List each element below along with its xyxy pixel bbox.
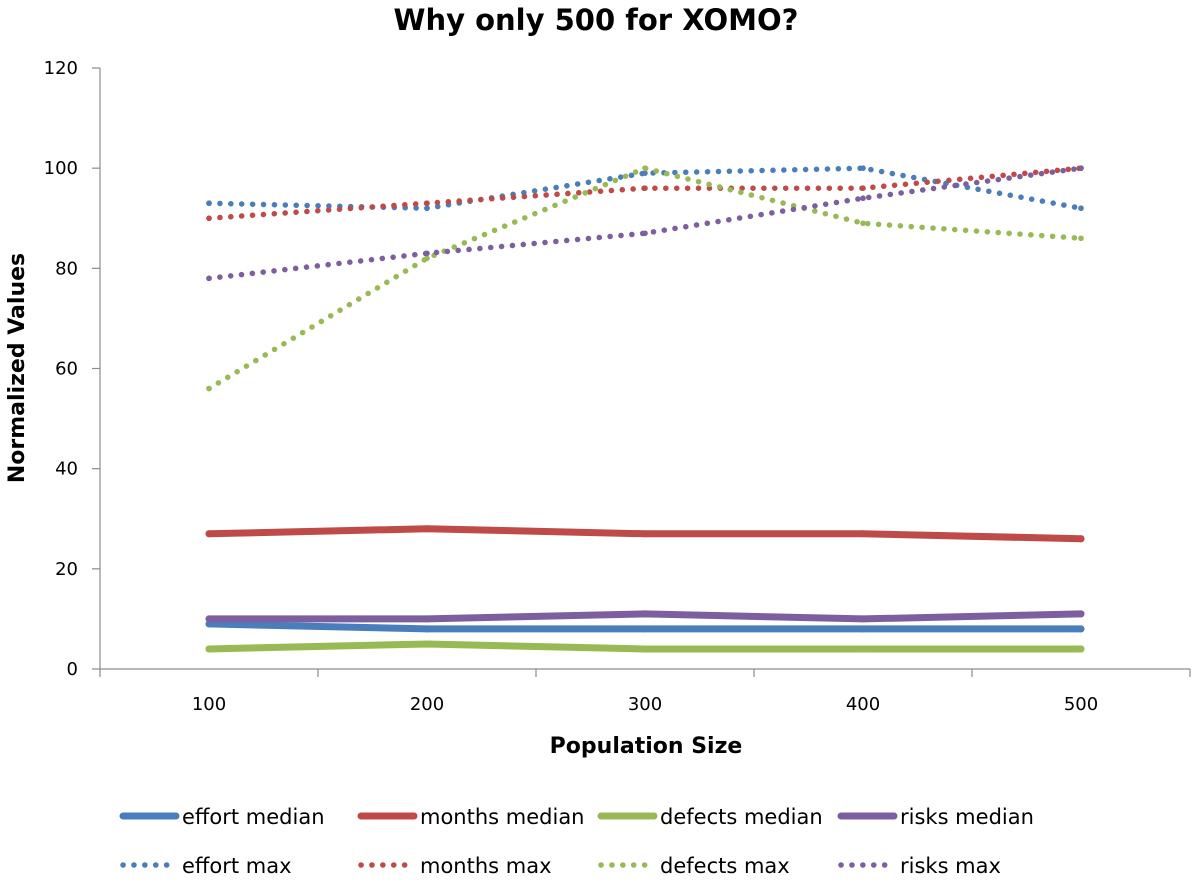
data-point-defects-max — [642, 165, 648, 171]
data-point-effort-max — [642, 170, 648, 176]
data-point-effort-max — [860, 165, 866, 171]
series-line-risks-max — [206, 165, 1084, 282]
data-point-effort-max — [1078, 205, 1084, 212]
legend-item-defects-max: defects max — [598, 854, 790, 878]
data-point-risks-max — [1078, 165, 1084, 171]
data-point-months-max — [206, 215, 212, 222]
legend-label: risks max — [900, 854, 1001, 878]
x-tick-label: 500 — [1064, 694, 1098, 715]
data-point-defects-median — [423, 640, 431, 648]
data-point-risks-max — [642, 230, 648, 237]
data-point-defects-median — [1077, 645, 1085, 653]
legend-label: effort median — [182, 805, 325, 829]
legend-item-defects-median: defects median — [597, 805, 823, 829]
y-tick-label: 120 — [44, 58, 78, 79]
data-point-months-median — [641, 530, 649, 538]
y-tick-label: 40 — [55, 459, 78, 480]
data-point-risks-max — [860, 195, 866, 202]
legend-label: months median — [420, 805, 585, 829]
series-layer — [205, 165, 1085, 653]
data-point-months-median — [423, 525, 431, 533]
data-point-effort-median — [1077, 625, 1085, 633]
data-point-risks-max — [424, 250, 430, 257]
data-point-risks-median — [641, 610, 649, 618]
legend-item-effort-median: effort median — [119, 805, 325, 829]
y-tick-label: 20 — [55, 559, 78, 580]
data-point-months-median — [859, 530, 867, 538]
x-tick-label: 100 — [192, 694, 226, 715]
data-point-months-max — [642, 185, 648, 191]
data-point-months-median — [205, 530, 213, 538]
legend-item-months-median: months median — [357, 805, 585, 829]
x-tick-label: 400 — [846, 694, 880, 715]
legend-label: months max — [420, 854, 552, 878]
data-point-defects-max — [1078, 235, 1084, 242]
data-point-risks-median — [423, 615, 431, 623]
data-point-defects-max — [860, 220, 866, 227]
data-point-effort-max — [206, 200, 212, 207]
legend-item-risks-max: risks max — [838, 854, 1001, 878]
data-point-effort-median — [859, 625, 867, 633]
y-tick-label: 100 — [44, 158, 78, 179]
data-point-defects-median — [205, 645, 213, 653]
data-point-risks-median — [1077, 610, 1085, 618]
data-point-defects-median — [641, 645, 649, 653]
data-point-risks-median — [859, 615, 867, 623]
y-tick-label: 0 — [67, 659, 78, 680]
legend-label: defects max — [660, 854, 790, 878]
series-line-defects-max — [206, 165, 1084, 392]
data-point-risks-max — [206, 275, 212, 282]
x-axis-title: Population Size — [550, 734, 743, 759]
data-point-risks-median — [205, 615, 213, 623]
data-point-effort-median — [423, 625, 431, 633]
y-tick-label: 60 — [55, 359, 78, 380]
y-tick-label: 80 — [55, 258, 78, 279]
legend-label: effort max — [182, 854, 292, 878]
data-point-defects-max — [424, 255, 430, 262]
legend-item-effort-max: effort max — [120, 854, 292, 878]
legend-label: defects median — [660, 805, 823, 829]
data-point-effort-median — [641, 625, 649, 633]
x-tick-label: 200 — [410, 694, 444, 715]
y-axis-title: Normalized Values — [5, 253, 30, 483]
legend-item-months-max: months max — [358, 854, 552, 878]
legend-item-risks-median: risks median — [837, 805, 1034, 829]
chart-title: Why only 500 for XOMO? — [393, 3, 798, 37]
legend-label: risks median — [900, 805, 1034, 829]
data-point-effort-max — [424, 205, 430, 212]
axes: 0 20 40 60 80 100 120 100 200 300 400 500 — [44, 58, 1191, 715]
data-point-defects-median — [859, 645, 867, 653]
data-point-months-max — [860, 185, 866, 191]
data-point-months-median — [1077, 535, 1085, 543]
data-point-months-max — [424, 200, 430, 207]
legend: effort median months median defects median… — [119, 805, 1034, 878]
data-point-defects-max — [206, 385, 212, 392]
x-tick-label: 300 — [628, 694, 662, 715]
